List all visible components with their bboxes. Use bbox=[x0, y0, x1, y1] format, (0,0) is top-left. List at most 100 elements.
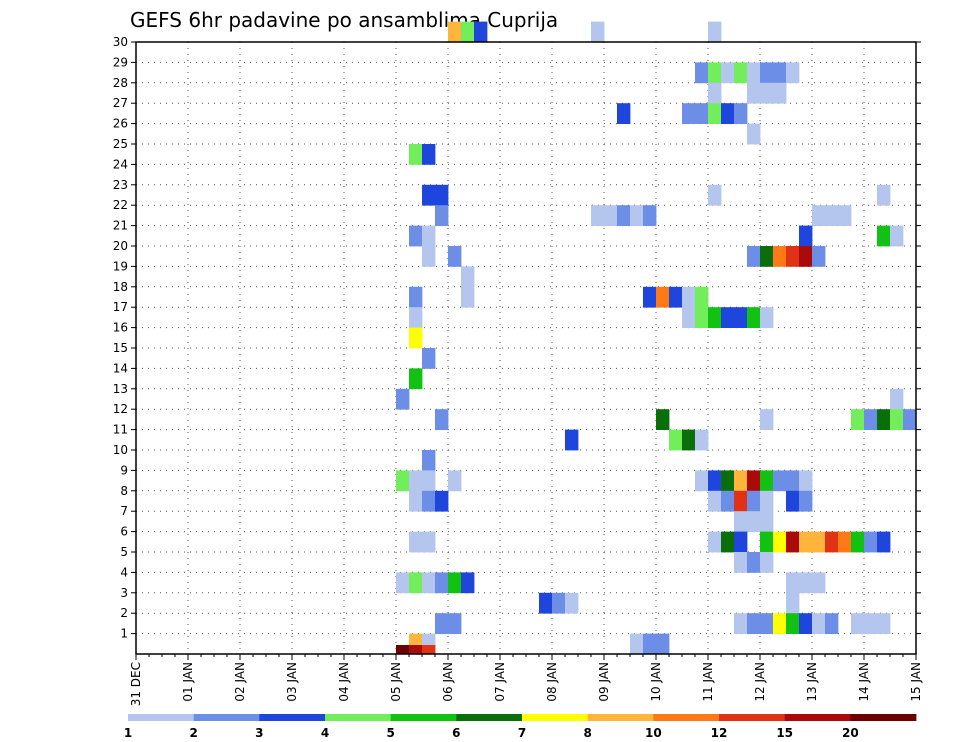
heatmap-cell bbox=[799, 613, 813, 634]
heatmap-cell bbox=[851, 531, 865, 553]
heatmap-cell bbox=[448, 572, 462, 594]
heatmap-cell bbox=[799, 246, 813, 267]
x-tick-label: 05 JAN bbox=[389, 662, 403, 702]
heatmap-cell bbox=[422, 450, 436, 471]
x-tick-label: 10 JAN bbox=[649, 662, 663, 702]
heatmap-cell bbox=[656, 633, 670, 655]
colorbar-label: 20 bbox=[842, 726, 859, 740]
heatmap-cell bbox=[890, 409, 904, 430]
heatmap-cell bbox=[799, 572, 813, 594]
heatmap-cell bbox=[760, 246, 774, 267]
colorbar-swatch bbox=[522, 714, 589, 721]
heatmap-cell bbox=[669, 429, 683, 451]
x-tick-label: 13 JAN bbox=[805, 662, 819, 702]
y-tick-label: 14 bbox=[113, 361, 128, 375]
y-tick-label: 8 bbox=[120, 484, 128, 498]
colorbar-label: 4 bbox=[321, 726, 329, 740]
heatmap-cell bbox=[617, 205, 631, 226]
heatmap-cell bbox=[747, 123, 761, 145]
chart-title: GEFS 6hr padavine po ansamblima Cuprija bbox=[130, 8, 558, 32]
heatmap-cell bbox=[734, 490, 748, 512]
colorbar-label: 3 bbox=[255, 726, 263, 740]
colorbar-label: 15 bbox=[776, 726, 793, 740]
heatmap-cell bbox=[409, 645, 423, 654]
heatmap-cell bbox=[734, 552, 748, 573]
heatmap-cell bbox=[669, 286, 683, 308]
heatmap-cell bbox=[409, 572, 423, 594]
heatmap-cell bbox=[734, 470, 748, 492]
y-tick-label: 9 bbox=[120, 463, 128, 477]
heatmap-cell bbox=[864, 531, 878, 553]
heatmap-cell bbox=[695, 62, 709, 84]
heatmap-cells bbox=[396, 21, 917, 655]
heatmap-cell bbox=[591, 21, 605, 43]
colorbar-label: 7 bbox=[518, 726, 526, 740]
colorbar-label: 2 bbox=[189, 726, 197, 740]
y-tick-label: 23 bbox=[113, 178, 128, 192]
x-tick-label: 14 JAN bbox=[857, 662, 871, 702]
heatmap-cell bbox=[708, 62, 722, 84]
y-tick-label: 27 bbox=[113, 96, 128, 110]
colorbar-swatch bbox=[456, 714, 523, 721]
heatmap-cell bbox=[448, 470, 462, 492]
heatmap-cell bbox=[734, 307, 748, 328]
heatmap-cell bbox=[708, 307, 722, 328]
heatmap-cell bbox=[851, 613, 865, 634]
heatmap-cell bbox=[708, 184, 722, 206]
y-tick-label: 18 bbox=[113, 280, 128, 294]
colorbar-swatch bbox=[325, 714, 392, 721]
heatmap-cell bbox=[409, 144, 423, 165]
x-tick-label: 03 JAN bbox=[285, 662, 299, 702]
heatmap-cell bbox=[422, 184, 436, 206]
heatmap-cell bbox=[786, 613, 800, 634]
heatmap-cell bbox=[409, 327, 423, 349]
heatmap-cell bbox=[812, 531, 826, 553]
heatmap-cell bbox=[617, 103, 631, 124]
x-axis-ticks: 31 DEC 01 JAN 02 JAN 03 JAN 04 JAN 05 JAN 06 J… bbox=[129, 654, 923, 706]
colorbar-swatch bbox=[193, 714, 260, 721]
y-tick-label: 13 bbox=[113, 382, 128, 396]
heatmap-cell bbox=[422, 645, 436, 654]
heatmap-cell bbox=[747, 511, 761, 532]
heatmap-cell bbox=[708, 103, 722, 124]
heatmap-cell bbox=[396, 645, 410, 654]
heatmap-cell bbox=[877, 225, 891, 247]
heatmap-cell bbox=[747, 246, 761, 267]
heatmap-cell bbox=[396, 388, 410, 410]
heatmap-cell bbox=[747, 470, 761, 492]
y-tick-label: 15 bbox=[113, 341, 128, 355]
heatmap-cell bbox=[786, 531, 800, 553]
colorbar-label: 8 bbox=[583, 726, 591, 740]
heatmap-cell bbox=[565, 429, 579, 451]
heatmap-cell bbox=[539, 592, 553, 614]
heatmap-cell bbox=[396, 572, 410, 594]
heatmap-cell bbox=[786, 572, 800, 594]
x-tick-label: 12 JAN bbox=[753, 662, 767, 702]
heatmap-cell bbox=[708, 470, 722, 492]
x-tick-label: 02 JAN bbox=[233, 662, 247, 702]
x-tick-label: 09 JAN bbox=[597, 662, 611, 702]
heatmap-cell bbox=[695, 103, 709, 124]
y-tick-label: 24 bbox=[113, 157, 128, 171]
heatmap-cell bbox=[773, 82, 787, 104]
heatmap-cell bbox=[851, 409, 865, 430]
colorbar-swatch bbox=[259, 714, 326, 721]
heatmap-cell bbox=[760, 613, 774, 634]
heatmap-cell bbox=[461, 266, 475, 288]
heatmap-cell bbox=[734, 531, 748, 553]
colorbar-label: 10 bbox=[645, 726, 662, 740]
heatmap-cell bbox=[422, 246, 436, 267]
heatmap-cell bbox=[552, 592, 566, 614]
heatmap-cell bbox=[786, 592, 800, 614]
heatmap-cell bbox=[435, 409, 449, 430]
y-tick-label: 5 bbox=[120, 545, 128, 559]
y-tick-label: 10 bbox=[113, 443, 128, 457]
colorbar-label: 6 bbox=[452, 726, 460, 740]
heatmap-cell bbox=[825, 205, 839, 226]
x-tick-label: 31 DEC bbox=[129, 662, 143, 706]
heatmap-cell bbox=[396, 470, 410, 492]
heatmap-cell bbox=[448, 21, 462, 43]
heatmap-cell bbox=[877, 613, 891, 634]
heatmap-cell bbox=[435, 572, 449, 594]
heatmap-cell bbox=[773, 62, 787, 84]
